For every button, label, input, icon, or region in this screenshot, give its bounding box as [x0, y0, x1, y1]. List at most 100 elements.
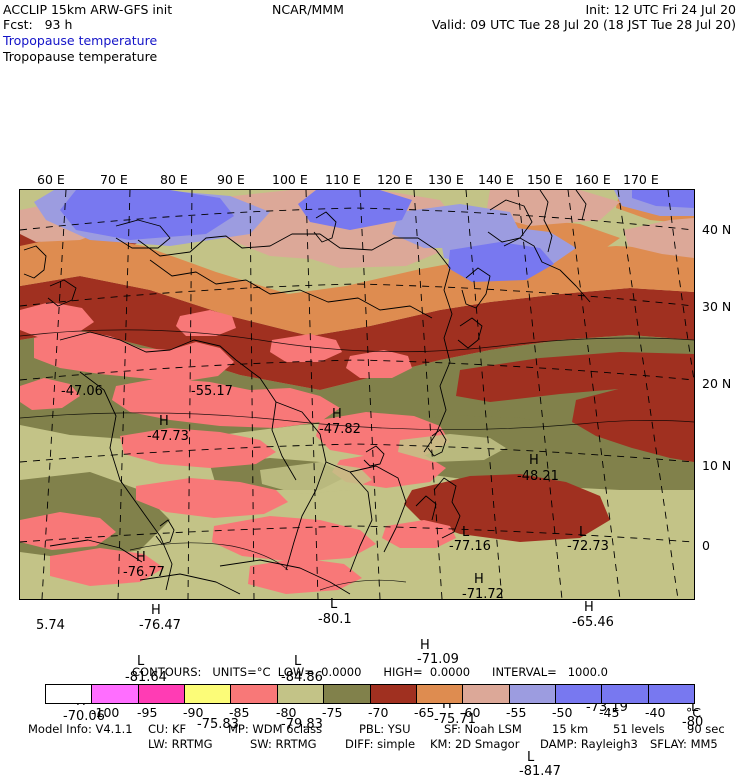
model-info-item: Model Info: V4.1.1	[28, 722, 133, 736]
longitude-label: 100 E	[272, 172, 308, 187]
header-field-name-blue: Tropopause temperature	[3, 33, 158, 48]
colorbar-tick-labels: -100 -95 -90 -85 -80 -75 -70 -65 -60 -55 -50 -45 -40…	[0, 705, 740, 721]
low-center-marker: L	[294, 654, 302, 669]
high-center-marker: H	[420, 638, 430, 653]
contour-value-label: -76.77	[123, 565, 165, 580]
colorbar-tick: -45	[599, 705, 620, 720]
colorbar-swatch[interactable]	[231, 685, 278, 703]
contour-value-label: -75.83	[197, 717, 239, 732]
contour-value-label: -84.86	[281, 670, 323, 685]
longitude-label: 170 E	[623, 172, 659, 187]
header-valid-time: Valid: 09 UTC Tue 28 Jul 20 (18 JST Tue …	[431, 17, 736, 32]
contour-value-label: -73.19	[586, 700, 628, 715]
colorbar-swatch[interactable]	[46, 685, 93, 703]
contour-value-label: -80.1	[318, 612, 352, 627]
colorbar-tick: -95	[137, 705, 158, 720]
low-center-marker: L	[527, 750, 535, 765]
colorbar-tick: -100	[91, 705, 120, 720]
colorbar-swatch[interactable]	[555, 685, 603, 703]
model-info-item: DAMP: Rayleigh3	[540, 737, 638, 751]
map-panel[interactable]: -47.06 -55.17 -47.73 H -47.82 H -48.21 H -77.16 L…	[19, 189, 703, 778]
contour-value-label: 5.74	[36, 618, 65, 633]
contour-value-label: -47.73	[147, 429, 189, 444]
contour-value-label: -47.82	[319, 422, 361, 437]
longitude-label: 90 E	[217, 172, 245, 187]
colorbar-swatch[interactable]	[185, 685, 232, 703]
model-info-item: DIFF: simple	[345, 737, 416, 751]
colorbar-tick: -80	[276, 705, 297, 720]
high-center-marker: H	[159, 414, 169, 429]
colorbar-tick: -90	[183, 705, 204, 720]
model-info-item: LW: RRTMG	[148, 737, 213, 751]
high-center-marker: H	[332, 407, 342, 422]
longitude-label: 160 E	[575, 172, 611, 187]
contour-value-label: -72.73	[567, 539, 609, 554]
longitude-label: 80 E	[160, 172, 188, 187]
header-field-name: Tropopause temperature	[3, 49, 158, 64]
longitude-label: 150 E	[527, 172, 563, 187]
high-center-marker: H	[474, 572, 484, 587]
colorbar-swatch[interactable]	[648, 685, 695, 703]
high-center-marker: H	[442, 697, 452, 712]
colorbar-swatch[interactable]	[324, 685, 371, 703]
model-info-item: 15 km	[552, 722, 589, 736]
model-info-item: CU: KF	[148, 722, 187, 736]
model-info-item: PBL: YSU	[359, 722, 411, 736]
latitude-label: 30 N	[702, 299, 732, 314]
latitude-label: 0	[702, 538, 710, 553]
contour-value-label: -48.21	[517, 469, 559, 484]
colorbar-tick: -60	[460, 705, 481, 720]
plot-header: ACCLIP 15km ARW-GFS init Fcst: 93 h Trop…	[0, 0, 740, 70]
colorbar[interactable]	[45, 684, 695, 704]
header-institution: NCAR/MMM	[272, 2, 344, 17]
high-center-marker: H	[529, 453, 539, 468]
colorbar-tick: -75	[322, 705, 343, 720]
contour-value-label: -81.64	[125, 670, 167, 685]
colorbar-tick: -40	[645, 705, 666, 720]
longitude-label: 120 E	[377, 172, 413, 187]
colorbar-tick: -65	[414, 705, 435, 720]
longitude-label: 60 E	[37, 172, 65, 187]
low-center-marker: L	[579, 525, 587, 540]
colorbar-swatch[interactable]	[463, 685, 510, 703]
colorbar-swatch[interactable]	[416, 685, 464, 703]
colorbar-tick: °C	[686, 705, 701, 720]
colorbar-swatch[interactable]	[370, 685, 417, 703]
longitude-label: 110 E	[325, 172, 361, 187]
contour-value-label: -75.71	[434, 712, 476, 727]
colorbar-swatch[interactable]	[277, 685, 325, 703]
colorbar-title: CONTOURS: UNITS=°C LOW= 0.0000 HIGH= 0.0…	[132, 665, 608, 679]
latitude-label: 20 N	[702, 376, 732, 391]
model-info-item: SFLAY: MM5	[650, 737, 718, 751]
colorbar-tick: -70	[368, 705, 389, 720]
model-info-item: 90 sec	[687, 722, 725, 736]
contour-value-label: -70.06	[63, 709, 105, 724]
colorbar-swatch[interactable]	[138, 685, 186, 703]
colorbar-tick: -55	[506, 705, 527, 720]
contour-value-label: -81.47	[519, 764, 561, 779]
contour-value-label: -77.16	[449, 539, 491, 554]
latitude-label: 10 N	[702, 458, 732, 473]
model-info-item: SF: Noah LSM	[444, 722, 522, 736]
low-center-marker: L	[462, 525, 470, 540]
high-center-marker: H	[151, 603, 161, 618]
map-frame	[19, 189, 695, 600]
header-forecast-hour: Fcst: 93 h	[3, 17, 73, 32]
colorbar-swatch[interactable]	[509, 685, 556, 703]
contour-value-label: -71.09	[417, 652, 459, 667]
colorbar-tick: -85	[229, 705, 250, 720]
colorbar-swatch[interactable]	[602, 685, 649, 703]
latitude-label: 40 N	[702, 222, 732, 237]
colorbar-swatch[interactable]	[92, 685, 139, 703]
model-info-item: 51 levels	[613, 722, 665, 736]
longitude-label: 130 E	[428, 172, 464, 187]
model-info-item: SW: RRTMG	[250, 737, 317, 751]
high-center-marker: H	[584, 600, 594, 615]
contour-value-label: -79.83	[281, 717, 323, 732]
model-info-item: MP: WDM 6class	[228, 722, 323, 736]
contour-value-label: -76.47	[139, 618, 181, 633]
high-center-marker: H	[136, 550, 146, 565]
low-center-marker: L	[137, 654, 145, 669]
contour-value-label: -47.06	[61, 384, 103, 399]
model-info-item: KM: 2D Smagor	[430, 737, 520, 751]
